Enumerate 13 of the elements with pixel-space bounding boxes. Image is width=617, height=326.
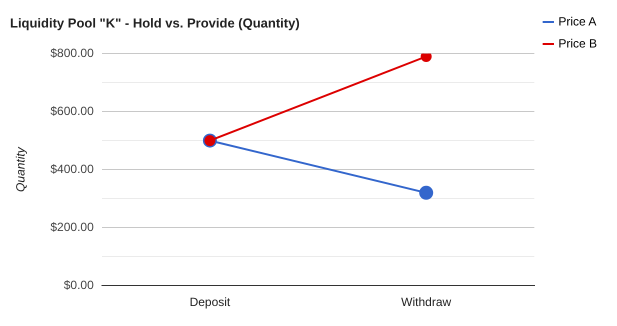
y-tick-label: $0.00 [64, 278, 94, 292]
y-axis-title: Quantity [14, 146, 28, 192]
chart-title: Liquidity Pool "K" - Hold vs. Provide (Quantity) [10, 15, 300, 30]
legend-label: Price B [558, 36, 598, 50]
x-tick-label: Withdraw [401, 295, 452, 310]
y-tick-label: $200.00 [50, 220, 94, 234]
y-tick-label: $800.00 [50, 46, 94, 60]
point [419, 186, 434, 200]
legend-label: Price A [558, 14, 596, 28]
point [420, 54, 432, 62]
y-tick-label: $400.00 [50, 162, 94, 176]
y-tick-label: $600.00 [50, 104, 94, 118]
x-tick-label: Deposit [190, 295, 231, 310]
